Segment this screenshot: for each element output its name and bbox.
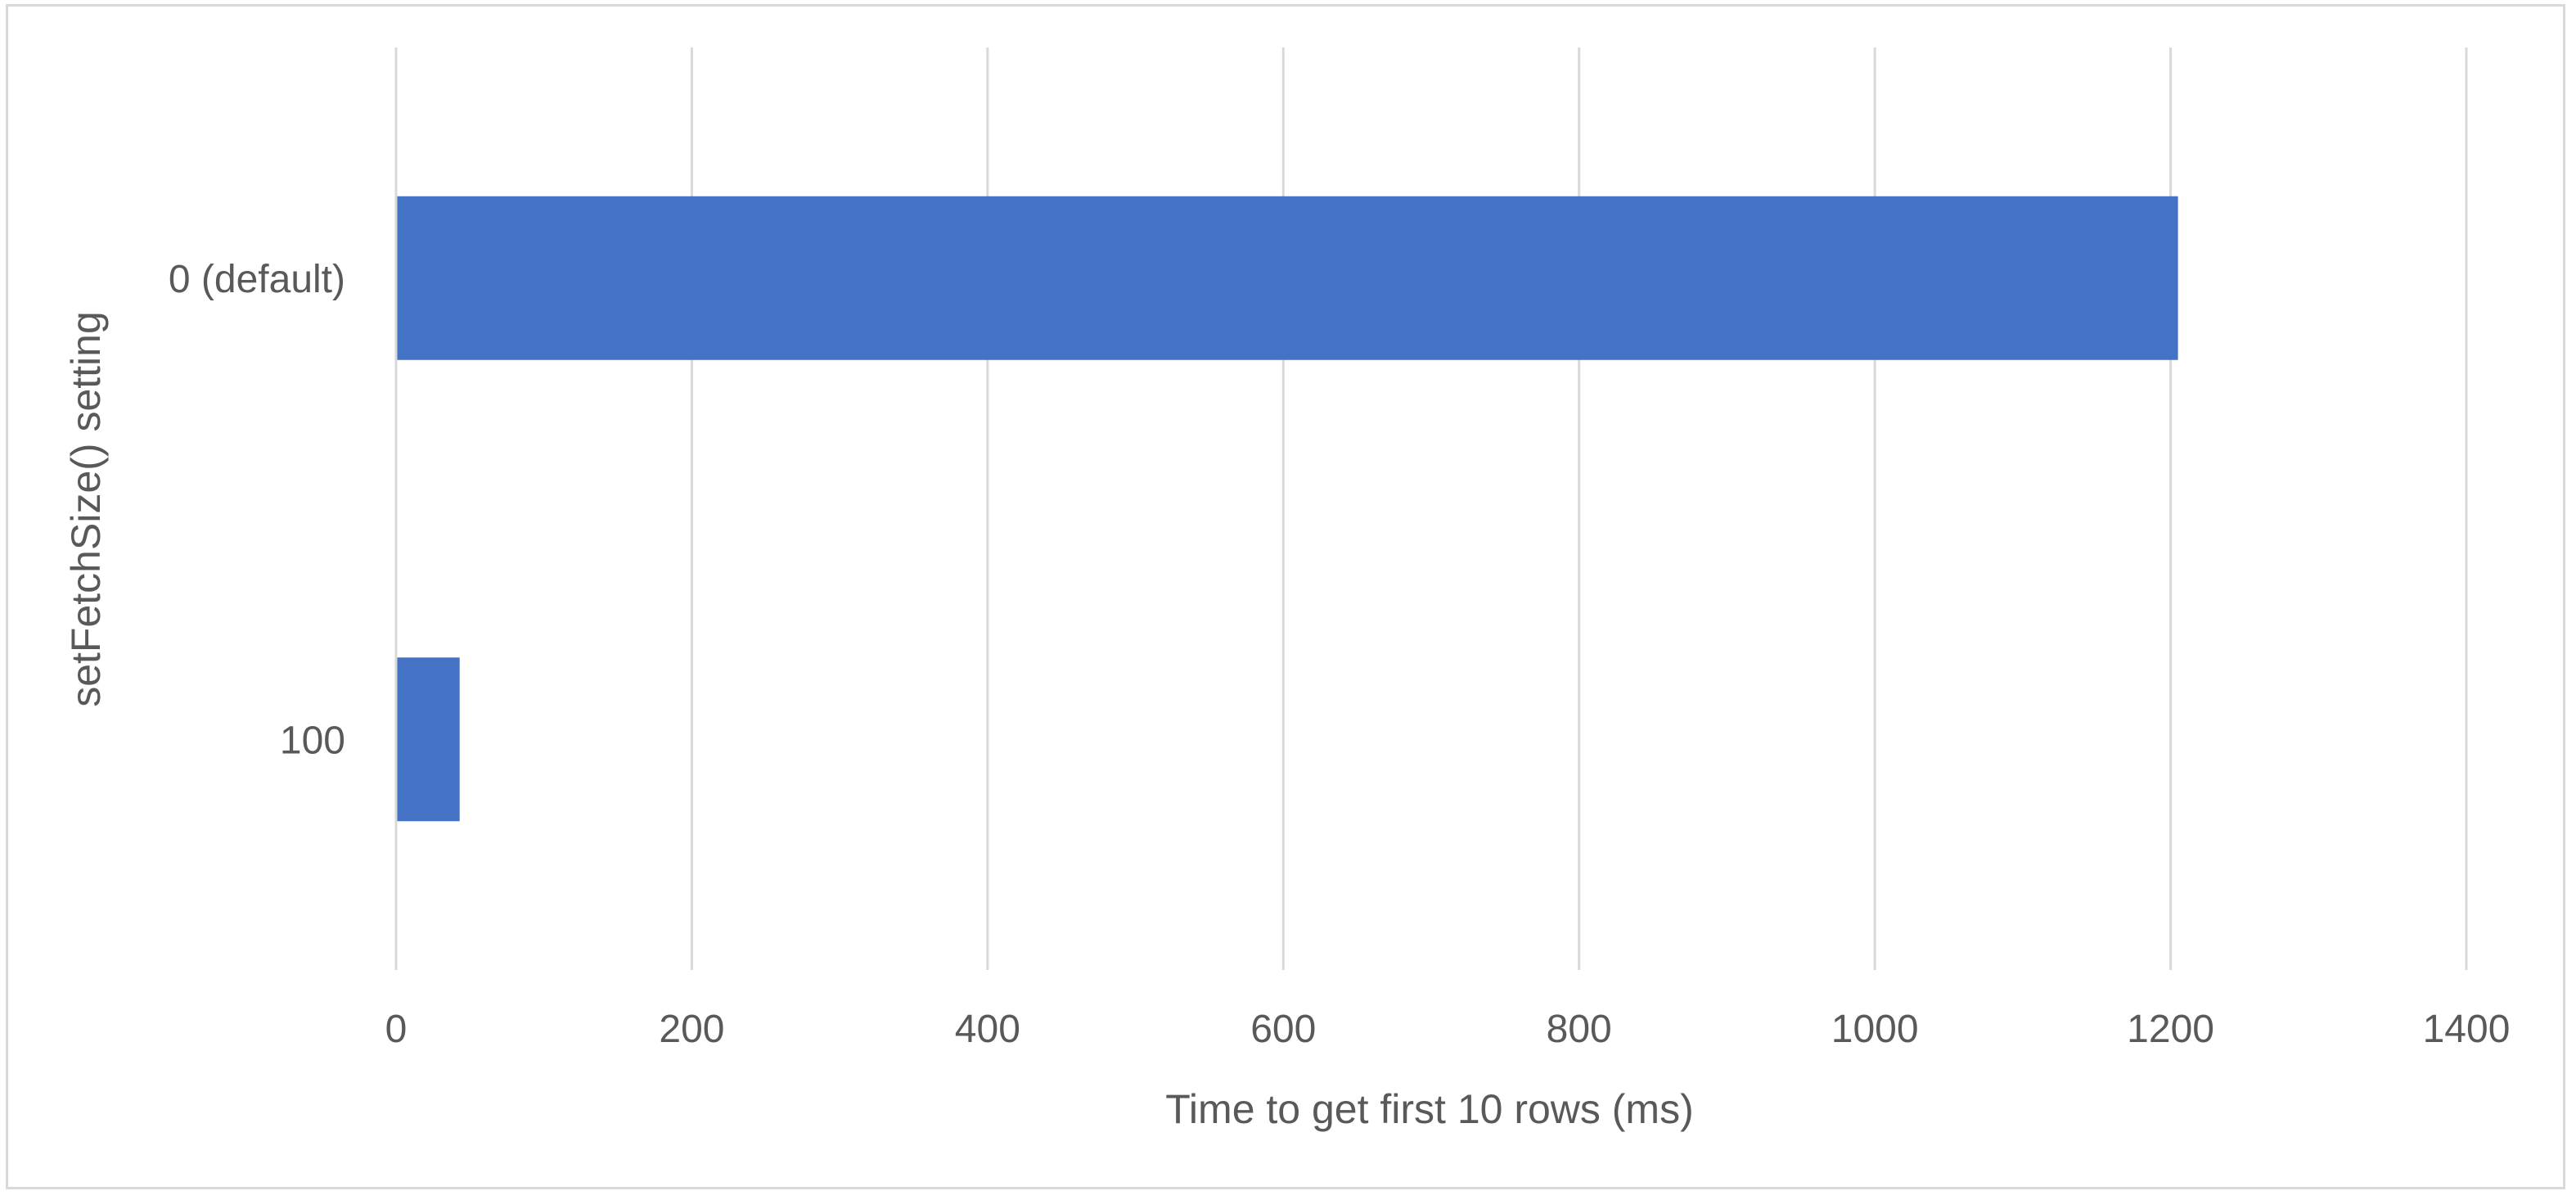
- x-tick-label: 1400: [2423, 1008, 2511, 1051]
- x-axis-title: Time to get first 10 rows (ms): [1165, 1086, 1693, 1132]
- x-tick-label: 1000: [1831, 1008, 1919, 1051]
- x-tick-label: 600: [1250, 1008, 1316, 1051]
- y-tick-labels: 0 (default) 100: [169, 258, 345, 763]
- x-tick-label: 1200: [2127, 1008, 2214, 1051]
- x-tick-label: 0: [385, 1008, 408, 1051]
- x-tick-label: 400: [955, 1008, 1020, 1051]
- y-tick-label: 0 (default): [169, 258, 345, 301]
- x-tick-labels: 0 200 400 600 800 1000 1200 1400: [385, 1008, 2511, 1051]
- bar: [397, 196, 2178, 360]
- x-tick-label: 200: [659, 1008, 724, 1051]
- gridlines: [394, 47, 2468, 970]
- bar: [397, 657, 460, 822]
- bars: [397, 196, 2178, 822]
- y-axis-title: setFetchSize() setting: [63, 311, 109, 707]
- x-tick-label: 800: [1547, 1008, 1612, 1051]
- y-tick-label: 100: [280, 719, 345, 762]
